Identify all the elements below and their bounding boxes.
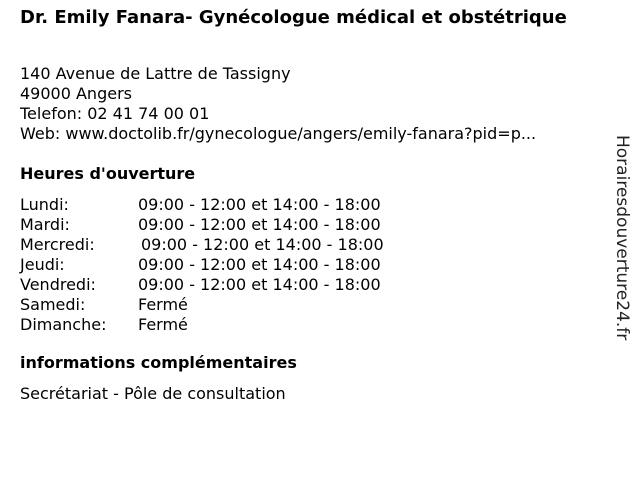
hours-table: Lundi: 09:00 - 12:00 et 14:00 - 18:00 Mar… (20, 195, 384, 335)
day-label: Mercredi: (20, 235, 95, 254)
day-hours: 09:00 - 12:00 et 14:00 - 18:00 (138, 255, 381, 274)
hours-row: Mercredi: 09:00 - 12:00 et 14:00 - 18:00 (20, 235, 384, 255)
address-block: 140 Avenue de Lattre de Tassigny 49000 A… (20, 64, 536, 144)
hours-row: Jeudi: 09:00 - 12:00 et 14:00 - 18:00 (20, 255, 384, 275)
street: 140 Avenue de Lattre de Tassigny (20, 64, 291, 83)
hours-row: Vendredi: 09:00 - 12:00 et 14:00 - 18:00 (20, 275, 384, 295)
phone: Telefon: 02 41 74 00 01 (20, 104, 210, 123)
website-link[interactable]: Web: www.doctolib.fr/gynecologue/angers/… (20, 124, 537, 143)
info-heading: informations complémentaires (20, 353, 297, 372)
day-label: Mardi: (20, 215, 70, 234)
day-hours: 09:00 - 12:00 et 14:00 - 18:00 (138, 275, 381, 294)
day-hours: 09:00 - 12:00 et 14:00 - 18:00 (138, 195, 381, 214)
hours-row: Dimanche: Fermé (20, 315, 384, 335)
day-label: Jeudi: (20, 255, 65, 274)
hours-heading: Heures d'ouverture (20, 164, 196, 183)
hours-row: Samedi: Fermé (20, 295, 384, 315)
watermark: Horairesdouverture24.fr (612, 135, 632, 341)
day-hours: 09:00 - 12:00 et 14:00 - 18:00 (141, 235, 384, 254)
hours-row: Lundi: 09:00 - 12:00 et 14:00 - 18:00 (20, 195, 384, 215)
day-hours: 09:00 - 12:00 et 14:00 - 18:00 (138, 215, 381, 234)
day-hours: Fermé (138, 315, 188, 334)
info-text: Secrétariat - Pôle de consultation (20, 384, 286, 403)
day-label: Samedi: (20, 295, 86, 314)
day-label: Lundi: (20, 195, 69, 214)
day-label: Vendredi: (20, 275, 96, 294)
hours-row: Mardi: 09:00 - 12:00 et 14:00 - 18:00 (20, 215, 384, 235)
day-label: Dimanche: (20, 315, 107, 334)
city: 49000 Angers (20, 84, 132, 103)
page-title: Dr. Emily Fanara- Gynécologue médical et… (20, 7, 567, 28)
day-hours: Fermé (138, 295, 188, 314)
